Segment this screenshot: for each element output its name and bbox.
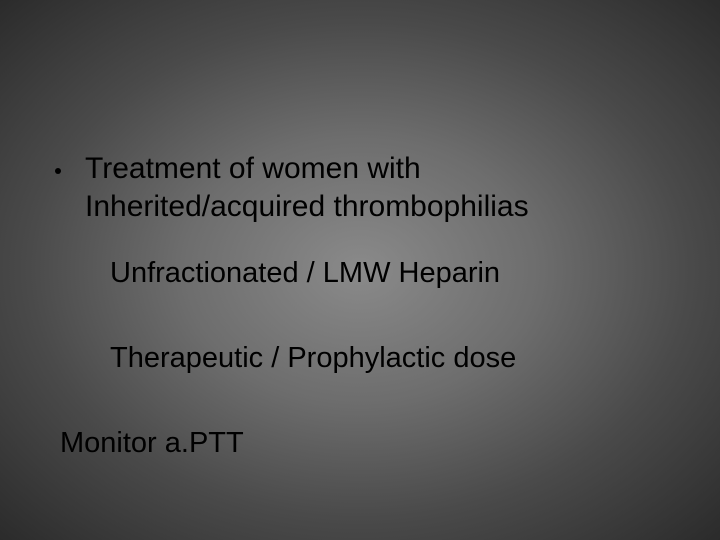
bullet-item-main: Treatment of women with Inherited/acquir… bbox=[55, 150, 529, 225]
sub-line-1: Unfractionated / LMW Heparin bbox=[110, 255, 500, 291]
slide-background: Treatment of women with Inherited/acquir… bbox=[0, 0, 720, 540]
main-text-block: Treatment of women with Inherited/acquir… bbox=[85, 150, 529, 225]
bullet-dot-icon bbox=[55, 168, 61, 174]
main-line-2: Inherited/acquired thrombophilias bbox=[85, 190, 529, 223]
sub-line-2: Therapeutic / Prophylactic dose bbox=[110, 340, 516, 376]
sub-line-3: Monitor a.PTT bbox=[60, 425, 244, 461]
main-line-1: Treatment of women with bbox=[85, 152, 421, 185]
